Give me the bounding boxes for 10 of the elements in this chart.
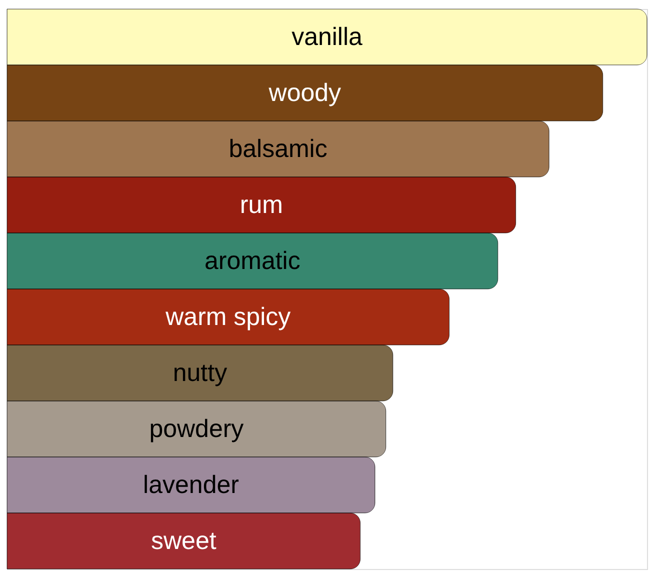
y-tick-label: balsamic — [228, 135, 328, 163]
y-tick-label: aromatic — [204, 247, 300, 275]
y-tick-label: nutty — [172, 359, 228, 387]
y-tick-label: woody — [268, 79, 342, 107]
y-tick-label: vanilla — [292, 23, 363, 51]
y-tick-label: rum — [240, 191, 283, 219]
y-tick-label: lavender — [143, 471, 239, 499]
y-tick-label: powdery — [149, 415, 244, 443]
y-tick-label: sweet — [150, 527, 216, 555]
y-tick-label: warm spicy — [164, 303, 292, 331]
